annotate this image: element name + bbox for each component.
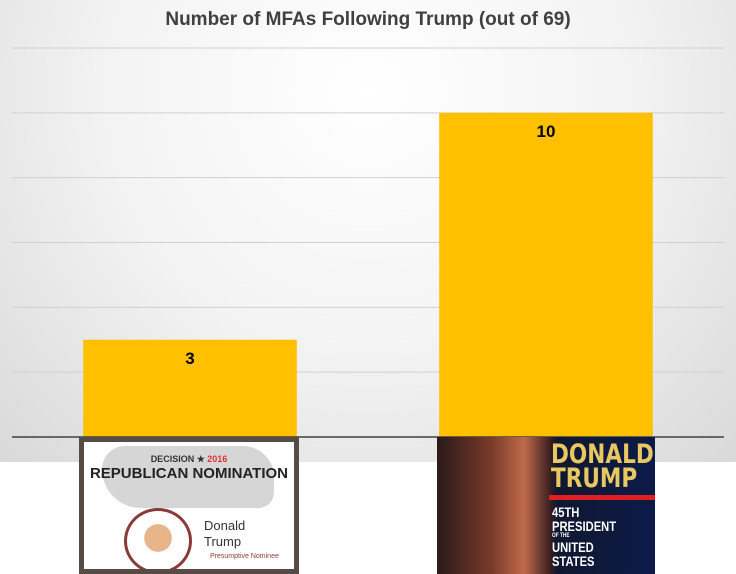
plot-area: 3 10	[12, 47, 724, 438]
subtitle: 45TH PRESIDENT OF THE UNITED STATES	[552, 504, 617, 569]
bar	[83, 339, 297, 437]
chart-title: Number of MFAs Following Trump (out of 6…	[165, 9, 571, 30]
red-stripe	[549, 495, 655, 500]
portrait-circle	[124, 508, 192, 569]
candidate-name: Donald Trump	[204, 518, 246, 549]
category-image-45th-president: DONALD TRUMP 45TH PRESIDENT OF THE UNITED…	[437, 437, 655, 574]
data-label: 3	[185, 349, 194, 368]
decision-logo: DECISION ★ 2016	[150, 454, 228, 464]
data-label: 10	[537, 122, 556, 141]
headline: REPUBLICAN NOMINATION	[89, 465, 289, 482]
headline: DONALD TRUMP	[551, 439, 654, 494]
status-text: Presumptive Nominee	[210, 553, 279, 560]
bar	[439, 112, 653, 437]
category-image-republican-nomination: DECISION ★ 2016 REPUBLICAN NOMINATION Do…	[79, 437, 299, 574]
us-map-graphic	[102, 446, 274, 508]
